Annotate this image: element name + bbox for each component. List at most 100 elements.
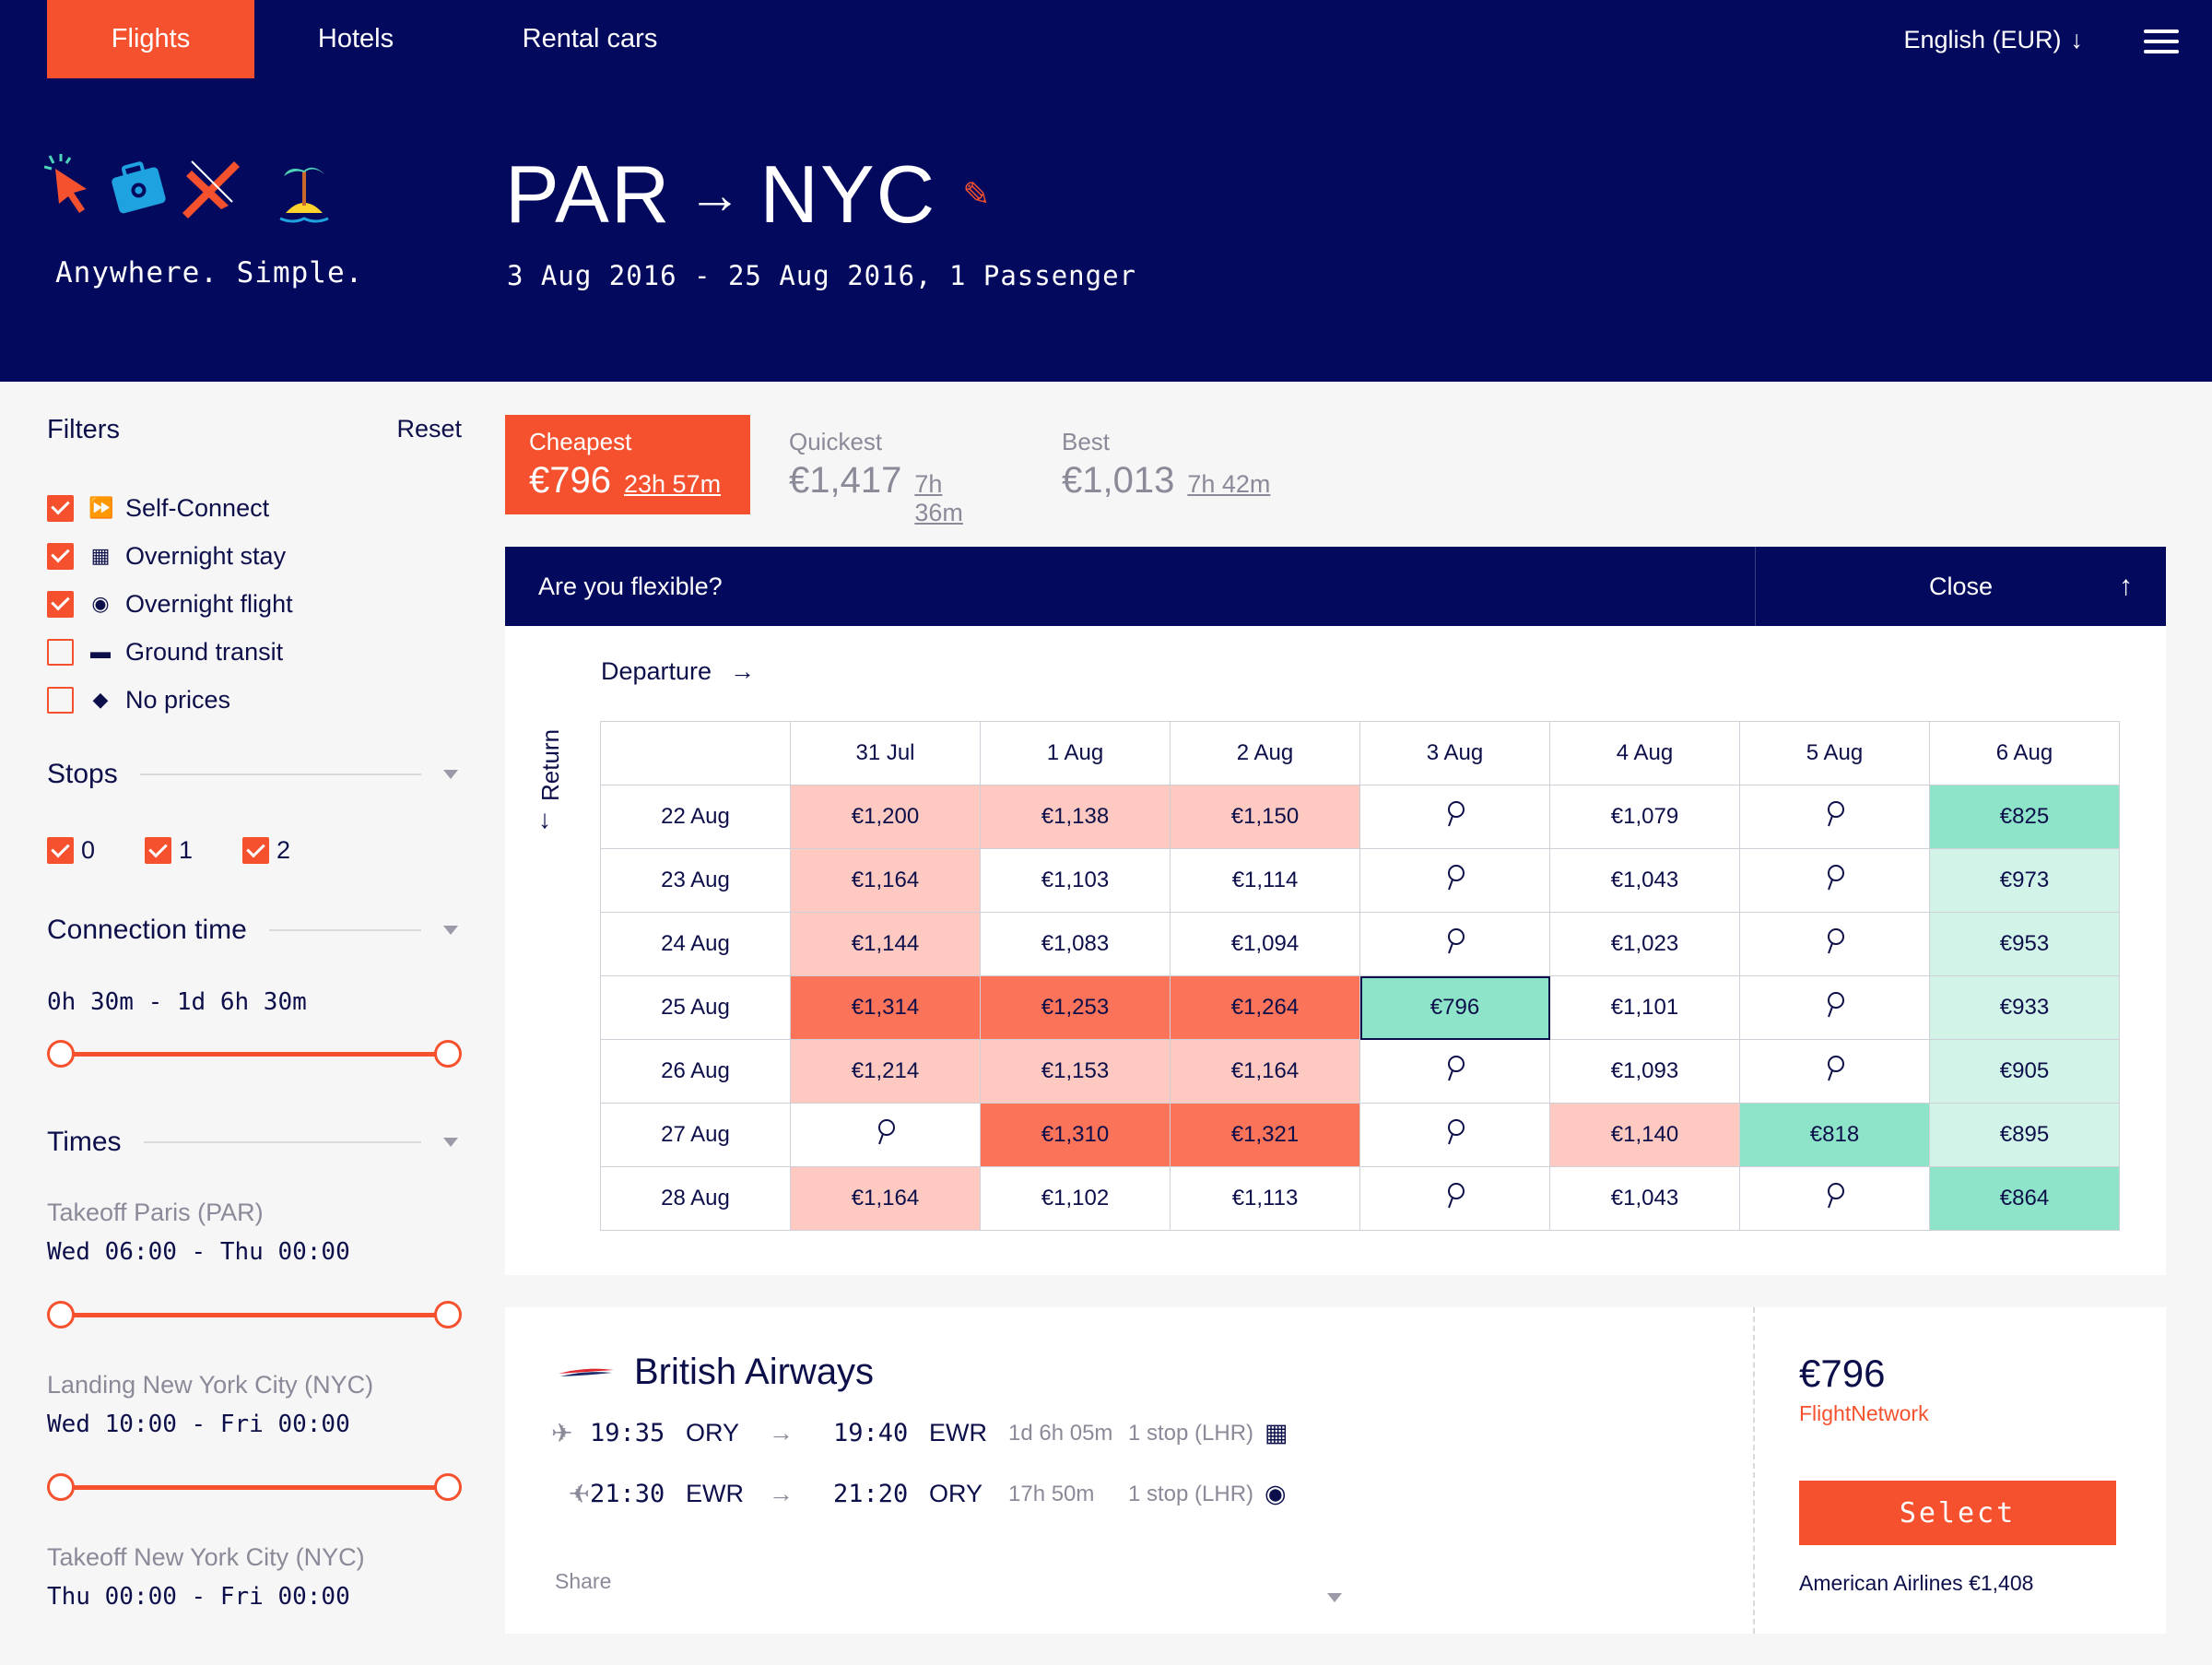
price-cell[interactable]: €864 bbox=[1929, 1166, 2120, 1231]
sort-label: Cheapest bbox=[529, 428, 632, 455]
stop-option-1[interactable]: 1 bbox=[145, 836, 242, 865]
booking-agent[interactable]: FlightNetwork bbox=[1799, 1401, 1929, 1425]
price-cell[interactable]: €1,164 bbox=[790, 848, 981, 913]
result-card[interactable]: British Airways ✈ 19:35 ORY → 19:40 EWR … bbox=[505, 1307, 2166, 1634]
language-selector[interactable]: English (EUR) ↓ bbox=[1903, 26, 2083, 54]
takeoff-paris-slider[interactable] bbox=[47, 1299, 462, 1330]
checkbox[interactable] bbox=[47, 590, 74, 618]
checkbox[interactable] bbox=[47, 638, 74, 666]
connection-section[interactable]: Connection time bbox=[47, 915, 462, 946]
search-price-cell[interactable] bbox=[1739, 975, 1930, 1040]
times-section[interactable]: Times bbox=[47, 1127, 462, 1158]
search-price-cell[interactable] bbox=[1359, 912, 1550, 976]
reset-button[interactable]: Reset bbox=[396, 415, 462, 443]
stop-option-2[interactable]: 2 bbox=[242, 836, 340, 865]
price-cell[interactable]: €818 bbox=[1739, 1103, 1930, 1167]
price-cell[interactable]: €1,101 bbox=[1549, 975, 1740, 1040]
stop-option-0[interactable]: 0 bbox=[47, 836, 145, 865]
price-cell[interactable]: €1,144 bbox=[790, 912, 981, 976]
price-cell[interactable]: €973 bbox=[1929, 848, 2120, 913]
slider-handle-max[interactable] bbox=[434, 1301, 462, 1328]
price-cell[interactable]: €1,113 bbox=[1170, 1166, 1360, 1231]
select-button[interactable]: Select bbox=[1799, 1481, 2116, 1545]
search-price-cell[interactable] bbox=[1739, 848, 1930, 913]
checkbox[interactable] bbox=[47, 542, 74, 570]
checkbox[interactable] bbox=[242, 837, 269, 864]
tab-hotels[interactable]: Hotels bbox=[254, 0, 457, 78]
price-cell[interactable]: €825 bbox=[1929, 785, 2120, 849]
double-chevron-icon: ⏩ bbox=[88, 496, 114, 519]
price-cell[interactable]: €905 bbox=[1929, 1039, 2120, 1104]
sort-quickest[interactable]: Quickest €1,417 7h 36m bbox=[765, 415, 1014, 526]
search-price-cell[interactable] bbox=[1739, 912, 1930, 976]
slider-handle-max[interactable] bbox=[434, 1473, 462, 1501]
slider-handle-min[interactable] bbox=[47, 1301, 75, 1328]
price-cell[interactable]: €796 bbox=[1359, 975, 1550, 1040]
tab-rental-cars[interactable]: Rental cars bbox=[479, 0, 700, 78]
close-button[interactable]: Close ↑ bbox=[1755, 547, 2166, 626]
edit-pencil-icon[interactable]: ✎ bbox=[962, 175, 993, 213]
price-cell[interactable]: €1,310 bbox=[980, 1103, 1171, 1167]
price-cell[interactable]: €1,164 bbox=[790, 1166, 981, 1231]
search-price-cell[interactable] bbox=[790, 1103, 981, 1167]
price-cell[interactable]: €1,138 bbox=[980, 785, 1171, 849]
search-pin-icon bbox=[1447, 927, 1465, 953]
price-cell[interactable]: €1,043 bbox=[1549, 848, 1740, 913]
price-cell[interactable]: €1,023 bbox=[1549, 912, 1740, 976]
price-cell[interactable]: €1,253 bbox=[980, 975, 1171, 1040]
price-cell[interactable]: €1,321 bbox=[1170, 1103, 1360, 1167]
search-price-cell[interactable] bbox=[1359, 1166, 1550, 1231]
search-price-cell[interactable] bbox=[1359, 848, 1550, 913]
price-cell[interactable]: €1,094 bbox=[1170, 912, 1360, 976]
share-link[interactable]: Share bbox=[555, 1569, 612, 1593]
arrow-down-icon: ↓ bbox=[2070, 26, 2084, 53]
price-cell[interactable]: €1,093 bbox=[1549, 1039, 1740, 1104]
checkbox[interactable] bbox=[47, 686, 74, 714]
return-date-header: 28 Aug bbox=[600, 1166, 791, 1231]
search-price-cell[interactable] bbox=[1359, 785, 1550, 849]
price-cell[interactable]: €1,114 bbox=[1170, 848, 1360, 913]
price-cell[interactable]: €1,043 bbox=[1549, 1166, 1740, 1231]
stops-section[interactable]: Stops bbox=[47, 759, 462, 790]
price-cell[interactable]: €1,164 bbox=[1170, 1039, 1360, 1104]
sort-best[interactable]: Best €1,013 7h 42m bbox=[1038, 415, 1296, 514]
price-cell[interactable]: €1,150 bbox=[1170, 785, 1360, 849]
search-price-cell[interactable] bbox=[1739, 1166, 1930, 1231]
menu-icon[interactable] bbox=[2144, 30, 2179, 53]
filter-no-prices[interactable]: ◆ No prices bbox=[47, 676, 462, 724]
filter-overnight-flight[interactable]: ◉ Overnight flight bbox=[47, 580, 462, 628]
sort-cheapest[interactable]: Cheapest €796 23h 57m bbox=[505, 415, 750, 514]
connection-slider[interactable] bbox=[47, 1038, 462, 1069]
search-price-cell[interactable] bbox=[1739, 785, 1930, 849]
price-cell[interactable]: €1,083 bbox=[980, 912, 1171, 976]
price-cell[interactable]: €1,079 bbox=[1549, 785, 1740, 849]
landing-nyc-slider[interactable] bbox=[47, 1471, 462, 1503]
search-price-cell[interactable] bbox=[1359, 1103, 1550, 1167]
slider-handle-min[interactable] bbox=[47, 1040, 75, 1068]
price-cell[interactable]: €1,102 bbox=[980, 1166, 1171, 1231]
price-cell[interactable]: €953 bbox=[1929, 912, 2120, 976]
tab-flights[interactable]: Flights bbox=[47, 0, 254, 78]
sort-price: €1,417 bbox=[789, 460, 902, 501]
search-price-cell[interactable] bbox=[1359, 1039, 1550, 1104]
price-cell[interactable]: €1,200 bbox=[790, 785, 981, 849]
price-cell[interactable]: €1,140 bbox=[1549, 1103, 1740, 1167]
price-cell[interactable]: €895 bbox=[1929, 1103, 2120, 1167]
filter-ground-transit[interactable]: ▬ Ground transit bbox=[47, 628, 462, 676]
filter-self-connect[interactable]: ⏩ Self-Connect bbox=[47, 484, 462, 532]
chevron-down-icon[interactable] bbox=[1327, 1593, 1342, 1602]
checkbox[interactable] bbox=[47, 494, 74, 522]
price-cell[interactable]: €1,264 bbox=[1170, 975, 1360, 1040]
slider-handle-min[interactable] bbox=[47, 1473, 75, 1501]
checkbox[interactable] bbox=[145, 837, 171, 864]
price-cell[interactable]: €1,153 bbox=[980, 1039, 1171, 1104]
price-cell[interactable]: €1,314 bbox=[790, 975, 981, 1040]
price-cell[interactable]: €1,103 bbox=[980, 848, 1171, 913]
alternative-offer[interactable]: American Airlines €1,408 bbox=[1799, 1571, 2034, 1595]
search-price-cell[interactable] bbox=[1739, 1039, 1930, 1104]
slider-handle-max[interactable] bbox=[434, 1040, 462, 1068]
checkbox[interactable] bbox=[47, 837, 74, 864]
price-cell[interactable]: €933 bbox=[1929, 975, 2120, 1040]
filter-overnight-stay[interactable]: ▦ Overnight stay bbox=[47, 532, 462, 580]
price-cell[interactable]: €1,214 bbox=[790, 1039, 981, 1104]
